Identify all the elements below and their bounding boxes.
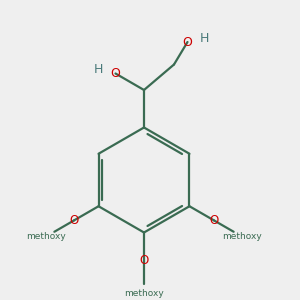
Text: methoxy: methoxy (26, 232, 66, 241)
Text: methoxy: methoxy (222, 232, 262, 241)
Text: H: H (200, 32, 210, 45)
Text: O: O (111, 67, 120, 80)
Text: O: O (69, 214, 79, 227)
Text: O: O (209, 214, 219, 227)
Text: methoxy: methoxy (124, 289, 164, 298)
Text: H: H (93, 63, 103, 76)
Text: O: O (183, 35, 192, 49)
Text: O: O (140, 254, 148, 268)
